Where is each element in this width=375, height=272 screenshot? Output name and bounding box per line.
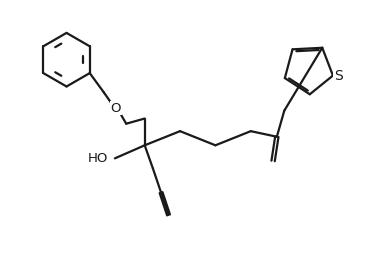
Text: S: S [334,69,342,82]
Text: HO: HO [88,152,108,165]
Text: O: O [111,101,121,115]
